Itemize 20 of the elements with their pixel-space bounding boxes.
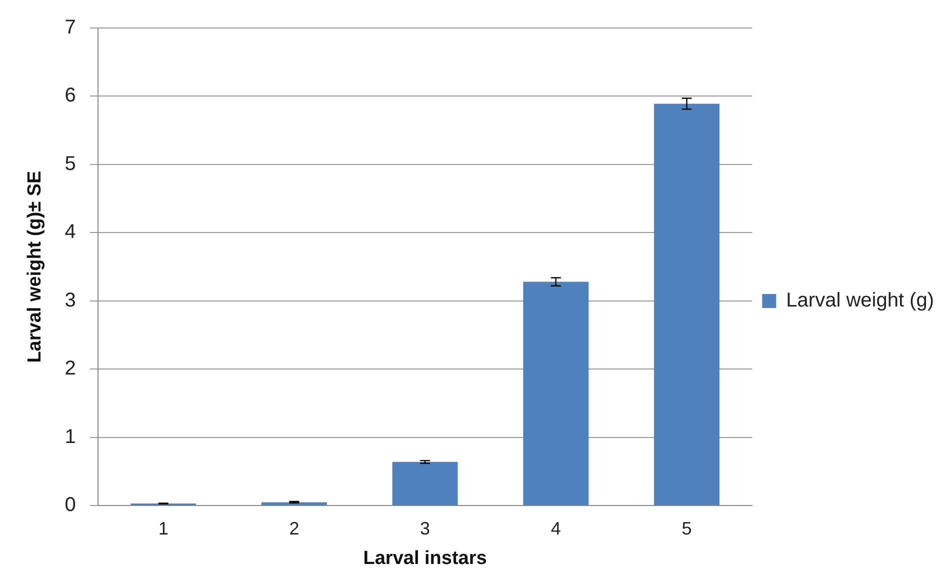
bar <box>654 104 720 506</box>
y-tick-label: 6 <box>64 84 76 107</box>
x-tick-label: 5 <box>682 518 692 538</box>
bar <box>261 502 327 506</box>
x-tick-label: 3 <box>420 518 430 538</box>
y-tick-label: 0 <box>64 494 76 516</box>
x-tick-label: 4 <box>550 518 561 538</box>
bar <box>523 282 589 506</box>
x-axis-title: Larval instars <box>363 548 487 569</box>
y-tick-label: 5 <box>64 152 76 175</box>
bar <box>392 462 458 506</box>
y-axis-title: Larval weight (g)± SE <box>24 170 46 363</box>
x-tick-label: 1 <box>158 518 168 538</box>
legend-label: Larval weight (g) <box>786 290 934 312</box>
x-tick-label: 2 <box>289 518 300 538</box>
y-tick-label: 2 <box>64 358 76 380</box>
y-tick-label: 7 <box>64 16 76 39</box>
y-tick-label: 3 <box>64 289 76 312</box>
y-tick-label: 4 <box>64 221 76 244</box>
y-tick-label: 1 <box>64 426 76 448</box>
